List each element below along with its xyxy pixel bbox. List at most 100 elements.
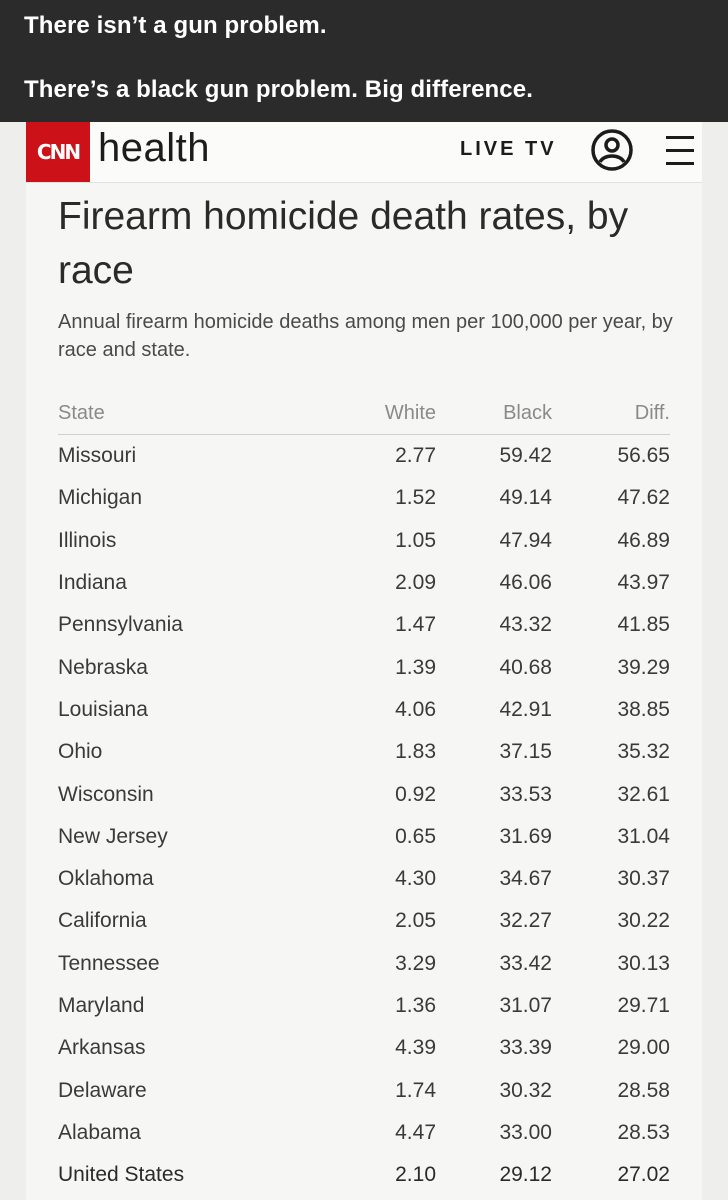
cell-diff: 47.62 [617,486,670,510]
cell-state: Maryland [58,994,145,1017]
table-body: Missouri 2.77 59.42 56.65 Michigan 1.52 49.14 4… [58,435,670,1197]
cell-diff: 28.53 [617,1120,670,1144]
cell-diff: 38.85 [617,697,670,721]
cell-black: 33.42 [499,951,552,975]
table-row: Delaware 1.74 30.32 28.58 [58,1069,670,1111]
article-frame: CNN health LIVE TV Firearm homicide deat… [26,122,702,1200]
cell-diff: 28.58 [617,1078,670,1102]
table-row: Pennsylvania 1.47 43.32 41.85 [58,604,670,646]
cell-black: 30.32 [499,1078,552,1102]
cell-black: 31.07 [499,994,552,1017]
section-name-health[interactable]: health [98,126,210,170]
article-title: Firearm homicide death rates, by race [58,195,629,292]
cell-white: 4.47 [395,1120,436,1144]
cell-state: Nebraska [58,655,148,679]
cell-state: Ohio [58,740,103,764]
cell-diff: 29.71 [617,994,670,1017]
article-subtitle: Annual firearm homicide deaths among men… [58,311,673,361]
cell-state: Indiana [58,571,127,595]
table-row: Wisconsin 0.92 33.53 32.61 [58,773,670,815]
cell-black: 46.06 [499,571,552,595]
cell-state: Louisiana [58,697,148,721]
cell-diff: 32.61 [617,782,670,806]
cell-white: 1.52 [395,486,436,510]
cell-black: 29.12 [499,1163,552,1187]
cell-state: Illinois [58,528,117,552]
cell-diff: 30.22 [617,909,670,933]
table-row: Tennessee 3.29 33.42 30.13 [58,943,670,985]
table-row: California 2.05 32.27 30.22 [58,900,670,942]
column-header-black: Black [436,392,552,435]
cell-state: New Jersey [58,824,168,848]
cell-white: 2.09 [395,571,436,595]
table-row: Maryland 1.36 31.07 29.71 [58,985,670,1027]
caption-line-1: There isn’t a gun problem. [24,12,327,39]
column-header-diff: Diff. [552,392,670,435]
cell-black: 40.68 [499,655,552,679]
cell-state: United States [58,1163,185,1187]
cell-white: 0.92 [395,782,436,806]
cell-black: 34.67 [499,867,552,891]
table-row: Missouri 2.77 59.42 56.65 [58,435,670,478]
table-row: Louisiana 4.06 42.91 38.85 [58,689,670,731]
cell-black: 42.91 [499,697,552,721]
cell-diff: 35.32 [617,740,670,764]
cell-black: 33.53 [499,782,552,806]
table-row: Indiana 2.09 46.06 43.97 [58,562,670,604]
table-row: Oklahoma 4.30 34.67 30.37 [58,858,670,900]
screenshot-page: CNN health LIVE TV Firearm homicide deat… [0,122,728,1200]
table-row: Nebraska 1.39 40.68 39.29 [58,646,670,688]
table-row: Alabama 4.47 33.00 28.53 [58,1112,670,1154]
cell-white: 4.06 [395,697,436,721]
cell-state: Michigan [58,486,143,510]
cell-black: 33.00 [499,1120,552,1144]
cell-white: 1.74 [395,1078,436,1102]
cell-white: 2.10 [395,1163,436,1187]
cell-state: Arkansas [58,1036,146,1060]
cell-diff: 27.02 [617,1163,670,1187]
cell-white: 3.29 [395,951,436,975]
cell-diff: 29.00 [617,1036,670,1060]
cell-white: 1.47 [395,613,436,637]
cell-black: 32.27 [499,909,552,933]
cell-black: 43.32 [499,613,552,637]
cell-state: Delaware [58,1078,147,1102]
cell-white: 1.36 [395,994,436,1017]
caption-line-2: There’s a black gun problem. Big differe… [24,76,533,103]
hamburger-menu-icon[interactable] [666,134,694,168]
table-row: New Jersey 0.65 31.69 31.04 [58,816,670,858]
post-caption: There isn’t a gun problem. There’s a bla… [0,0,728,122]
live-tv-link[interactable]: LIVE TV [460,138,557,160]
user-account-icon[interactable] [590,128,634,172]
table-row: Illinois 1.05 47.94 46.89 [58,520,670,562]
cell-diff: 46.89 [617,528,670,552]
cell-black: 47.94 [499,528,552,552]
cell-black: 33.39 [499,1036,552,1060]
table-row: United States 2.10 29.12 27.02 [58,1154,670,1196]
cell-black: 49.14 [499,486,552,510]
cell-state: California [58,909,147,933]
homicide-rate-table: State White Black Diff. Missouri 2.77 59.4… [58,392,670,1196]
table-header-row: State White Black Diff. [58,392,670,435]
cell-diff: 41.85 [617,613,670,637]
cell-white: 2.05 [395,909,436,933]
cell-diff: 43.97 [617,571,670,595]
cell-state: Missouri [58,444,137,468]
column-header-white: White [308,392,436,435]
cell-black: 31.69 [499,824,552,848]
column-header-state: State [58,392,308,435]
cell-state: Wisconsin [58,782,154,806]
cell-diff: 31.04 [617,824,670,848]
cell-white: 1.39 [395,655,436,679]
cell-white: 0.65 [395,824,436,848]
table-row: Arkansas 4.39 33.39 29.00 [58,1027,670,1069]
cell-state: Oklahoma [58,867,154,891]
cnn-logo[interactable]: CNN [26,122,90,182]
cell-white: 1.83 [395,740,436,764]
cell-white: 4.39 [395,1036,436,1060]
cell-diff: 30.37 [617,867,670,891]
cell-state: Tennessee [58,951,160,975]
cell-white: 4.30 [395,867,436,891]
cell-diff: 30.13 [617,951,670,975]
cell-white: 1.05 [395,528,436,552]
